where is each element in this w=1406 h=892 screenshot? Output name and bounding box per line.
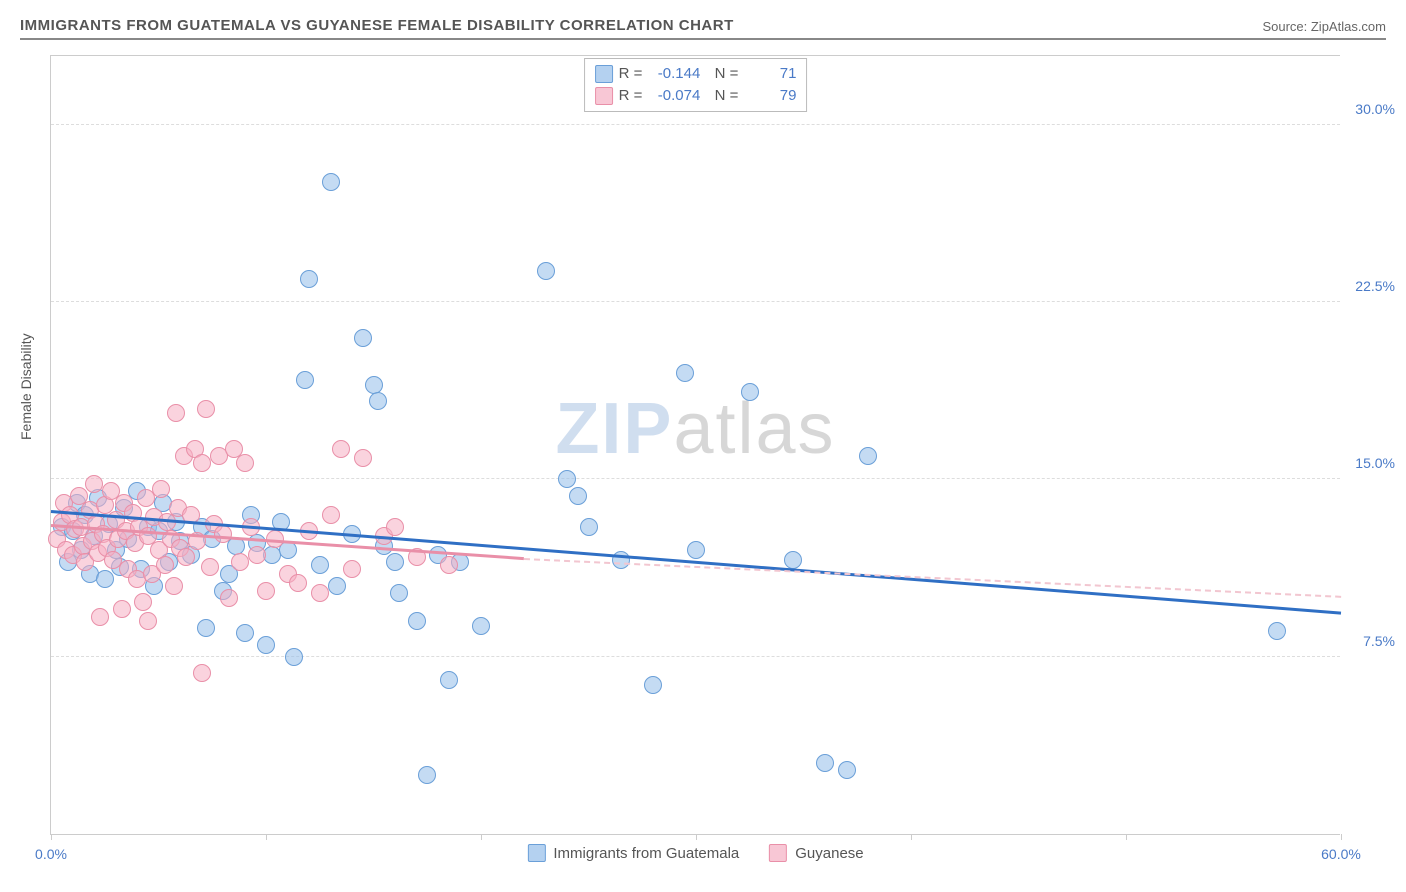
scatter-point: [257, 582, 275, 600]
scatter-point: [193, 664, 211, 682]
scatter-point: [1268, 622, 1286, 640]
chart-header: IMMIGRANTS FROM GUATEMALA VS GUYANESE FE…: [20, 10, 1386, 40]
scatter-point: [472, 617, 490, 635]
legend-item: Guyanese: [769, 844, 863, 862]
scatter-point: [328, 577, 346, 595]
scatter-point: [322, 173, 340, 191]
swatch-icon: [595, 65, 613, 83]
scatter-point: [300, 270, 318, 288]
x-tick: [266, 834, 267, 840]
scatter-point: [134, 593, 152, 611]
chart-title: IMMIGRANTS FROM GUATEMALA VS GUYANESE FE…: [20, 17, 734, 34]
scatter-point: [322, 506, 340, 524]
scatter-point: [156, 556, 174, 574]
x-tick: [911, 834, 912, 840]
scatter-point: [816, 754, 834, 772]
scatter-point: [838, 761, 856, 779]
scatter-point: [354, 329, 372, 347]
scatter-point: [236, 624, 254, 642]
scatter-point: [784, 551, 802, 569]
grid-line: [51, 478, 1340, 479]
scatter-point: [231, 553, 249, 571]
scatter-point: [741, 383, 759, 401]
scatter-point: [214, 525, 232, 543]
scatter-point: [537, 262, 555, 280]
bottom-legend: Immigrants from Guatemala Guyanese: [527, 844, 863, 862]
scatter-point: [343, 560, 361, 578]
scatter-point: [91, 608, 109, 626]
grid-line: [51, 124, 1340, 125]
x-tick: [1341, 834, 1342, 840]
scatter-point: [289, 574, 307, 592]
x-tick: [696, 834, 697, 840]
scatter-point: [139, 612, 157, 630]
y-tick-label: 22.5%: [1355, 278, 1395, 294]
scatter-point: [569, 487, 587, 505]
grid-line: [51, 656, 1340, 657]
scatter-point: [152, 480, 170, 498]
y-tick-label: 15.0%: [1355, 455, 1395, 471]
x-tick-label: 60.0%: [1321, 846, 1361, 862]
y-axis-label: Female Disability: [18, 333, 34, 440]
scatter-plot-area: ZIPatlas R = -0.144 N = 71 R = -0.074 N …: [50, 55, 1340, 835]
y-tick-label: 7.5%: [1363, 633, 1395, 649]
stats-row: R = -0.074 N = 79: [595, 85, 797, 107]
scatter-point: [220, 589, 238, 607]
scatter-point: [296, 371, 314, 389]
scatter-point: [193, 454, 211, 472]
scatter-point: [311, 556, 329, 574]
scatter-point: [418, 766, 436, 784]
scatter-point: [859, 447, 877, 465]
x-tick: [51, 834, 52, 840]
scatter-point: [440, 556, 458, 574]
scatter-point: [85, 475, 103, 493]
grid-line: [51, 301, 1340, 302]
scatter-point: [167, 404, 185, 422]
scatter-point: [644, 676, 662, 694]
chart-source: Source: ZipAtlas.com: [1262, 19, 1386, 34]
scatter-point: [386, 518, 404, 536]
correlation-stats-box: R = -0.144 N = 71 R = -0.074 N = 79: [584, 58, 808, 112]
scatter-point: [177, 548, 195, 566]
scatter-point: [440, 671, 458, 689]
y-tick-label: 30.0%: [1355, 101, 1395, 117]
scatter-point: [285, 648, 303, 666]
scatter-point: [197, 619, 215, 637]
scatter-point: [165, 577, 183, 595]
trend-line: [524, 558, 1341, 598]
scatter-point: [408, 612, 426, 630]
watermark-text: ZIPatlas: [555, 388, 835, 470]
scatter-point: [311, 584, 329, 602]
scatter-point: [96, 570, 114, 588]
scatter-point: [332, 440, 350, 458]
scatter-point: [365, 376, 383, 394]
scatter-point: [558, 470, 576, 488]
x-tick: [481, 834, 482, 840]
scatter-point: [197, 400, 215, 418]
scatter-point: [676, 364, 694, 382]
x-tick: [1126, 834, 1127, 840]
scatter-point: [354, 449, 372, 467]
swatch-icon: [595, 87, 613, 105]
stats-row: R = -0.144 N = 71: [595, 63, 797, 85]
scatter-point: [201, 558, 219, 576]
scatter-point: [257, 636, 275, 654]
scatter-point: [687, 541, 705, 559]
legend-item: Immigrants from Guatemala: [527, 844, 739, 862]
swatch-icon: [527, 844, 545, 862]
scatter-point: [369, 392, 387, 410]
scatter-point: [236, 454, 254, 472]
x-tick-label: 0.0%: [35, 846, 67, 862]
scatter-point: [248, 546, 266, 564]
scatter-point: [386, 553, 404, 571]
scatter-point: [390, 584, 408, 602]
scatter-point: [113, 600, 131, 618]
scatter-point: [580, 518, 598, 536]
swatch-icon: [769, 844, 787, 862]
